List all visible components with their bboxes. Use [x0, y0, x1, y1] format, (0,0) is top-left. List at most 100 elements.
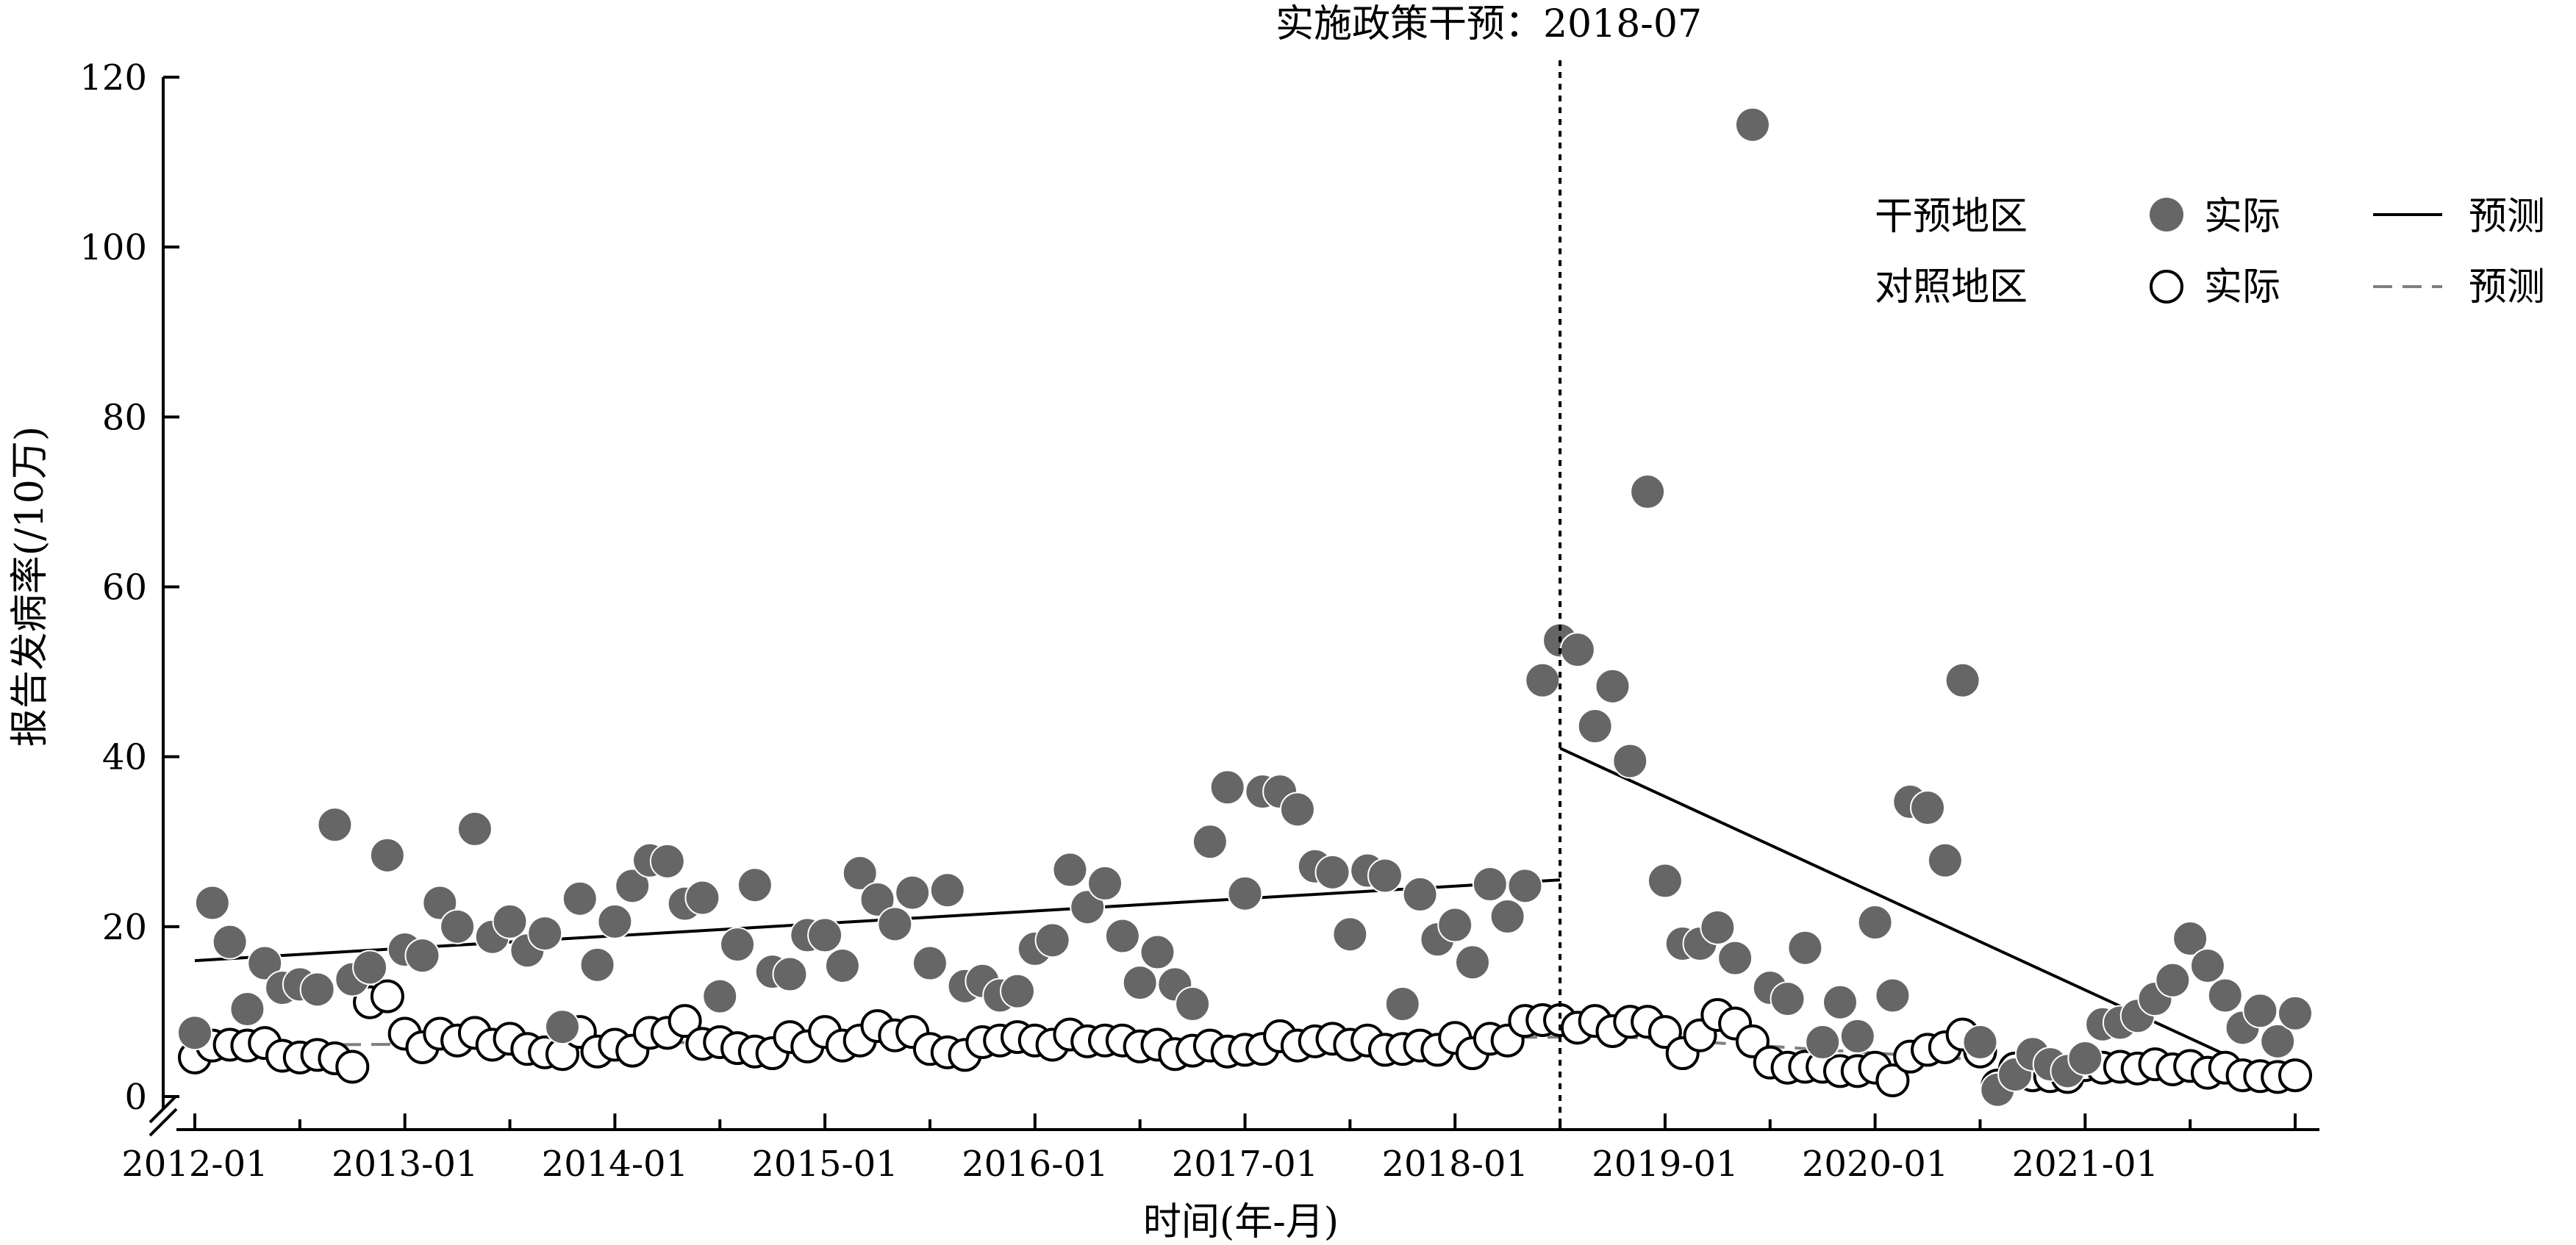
intervention-point	[440, 908, 476, 944]
intervention-point	[1332, 916, 1368, 952]
y-tick-label: 80	[102, 397, 147, 438]
intervention-point	[2242, 993, 2278, 1029]
intervention-point	[1839, 1018, 1875, 1054]
legend-intervention-pred: 预测	[2469, 195, 2545, 239]
y-tick-label: 120	[79, 57, 147, 98]
y-axis-title: 报告发病率(/10万)	[8, 426, 52, 747]
intervention-point	[1507, 868, 1543, 904]
control-point	[2278, 1058, 2312, 1093]
ticks: 0 20 40 60 80 100 120 2012-01 2013-01 2014-01 2015…	[79, 57, 2297, 1185]
intervention-point	[2260, 1023, 2296, 1059]
y-tick-label: 60	[102, 567, 147, 609]
intervention-point	[1525, 662, 1561, 698]
intervention-label: 实施政策干预：2018-07	[1276, 2, 1702, 46]
intervention-point	[544, 1009, 580, 1045]
intervention-point	[1734, 107, 1770, 143]
intervention-point	[562, 880, 598, 916]
intervention-point	[299, 972, 335, 1008]
x-tick-label: 2020-01	[1802, 1144, 1948, 1185]
legend-control-pred: 预测	[2469, 265, 2545, 309]
intervention-point	[1805, 1025, 1841, 1061]
intervention-point	[1857, 905, 1893, 941]
x-tick-label: 2013-01	[332, 1144, 478, 1185]
intervention-point	[194, 885, 230, 921]
intervention-point	[1944, 662, 1981, 698]
intervention-point	[929, 872, 965, 908]
intervention-point	[1437, 907, 1473, 943]
intervention-point	[720, 927, 756, 963]
intervention-point	[1104, 918, 1140, 954]
legend-intervention-marker	[2150, 198, 2183, 232]
intervention-point	[859, 881, 895, 917]
intervention-point	[1367, 858, 1403, 894]
axis-break-mark	[149, 1108, 178, 1137]
legend: 干预地区 实际 预测 对照地区 实际 预测	[1875, 195, 2545, 309]
intervention-series	[177, 107, 2313, 1108]
intervention-point	[457, 811, 493, 847]
x-tick-label: 2021-01	[2012, 1144, 2158, 1185]
intervention-point	[597, 903, 633, 939]
intervention-point	[1402, 876, 1438, 912]
intervention-point	[1700, 909, 1736, 945]
x-tick-label: 2018-01	[1381, 1144, 1528, 1185]
intervention-point	[1175, 986, 1211, 1022]
legend-intervention-actual: 实际	[2204, 195, 2280, 239]
control-series	[178, 979, 2312, 1102]
intervention-point	[1612, 743, 1648, 779]
intervention-point	[1279, 792, 1315, 828]
x-tick-label: 2014-01	[542, 1144, 688, 1185]
intervention-point	[772, 956, 808, 992]
intervention-point	[2189, 948, 2225, 984]
control-point	[668, 1004, 702, 1038]
intervention-point	[877, 906, 913, 942]
intervention-point	[1875, 977, 1911, 1013]
intervention-point	[1455, 944, 1491, 980]
intervention-point	[1139, 934, 1176, 970]
intervention-point	[702, 978, 738, 1014]
intervention-point	[1314, 854, 1350, 890]
intervention-point	[177, 1015, 212, 1051]
intervention-point	[1577, 708, 1613, 745]
intervention-point	[912, 945, 948, 981]
intervention-point	[895, 875, 931, 911]
intervention-point	[1070, 889, 1106, 925]
y-tick-label: 100	[79, 227, 147, 268]
y-tick-label: 0	[124, 1077, 147, 1118]
axis-break-mark	[149, 1094, 178, 1124]
intervention-point	[1209, 769, 1245, 806]
intervention-point	[212, 924, 248, 960]
x-axis-title: 时间(年-月)	[1143, 1200, 1339, 1244]
intervention-marker: 实施政策干预：2018-07	[1276, 2, 1702, 1130]
intervention-point	[1822, 984, 1858, 1020]
intervention-point	[1192, 824, 1228, 860]
intervention-point	[999, 973, 1035, 1009]
y-tick-label: 20	[102, 907, 147, 948]
y-tick-label: 40	[102, 737, 147, 778]
intervention-point	[1034, 922, 1070, 958]
intervention-point	[1647, 863, 1683, 899]
intervention-point	[1595, 668, 1631, 704]
intervention-point	[807, 917, 843, 953]
intervention-point	[2207, 977, 2243, 1013]
intervention-point	[1122, 965, 1158, 1001]
legend-intervention-region: 干预地区	[1875, 195, 2028, 239]
intervention-point	[2278, 995, 2313, 1031]
intervention-point	[527, 916, 563, 952]
intervention-point	[492, 903, 528, 939]
control-point	[335, 1050, 370, 1084]
intervention-point	[579, 947, 615, 983]
intervention-point	[1787, 930, 1823, 966]
legend-control-marker	[2150, 270, 2183, 304]
intervention-point	[2172, 921, 2208, 957]
intervention-point	[842, 855, 878, 891]
intervention-point	[404, 938, 440, 974]
intervention-point	[1489, 898, 1525, 934]
intervention-point	[1227, 875, 1263, 911]
intervention-point	[1384, 986, 1420, 1022]
axes	[149, 77, 2319, 1137]
x-tick-label: 2019-01	[1592, 1144, 1738, 1185]
intervention-point	[649, 843, 685, 879]
intervention-point	[684, 880, 720, 916]
control-point	[370, 979, 404, 1013]
intervention-point	[247, 945, 283, 981]
